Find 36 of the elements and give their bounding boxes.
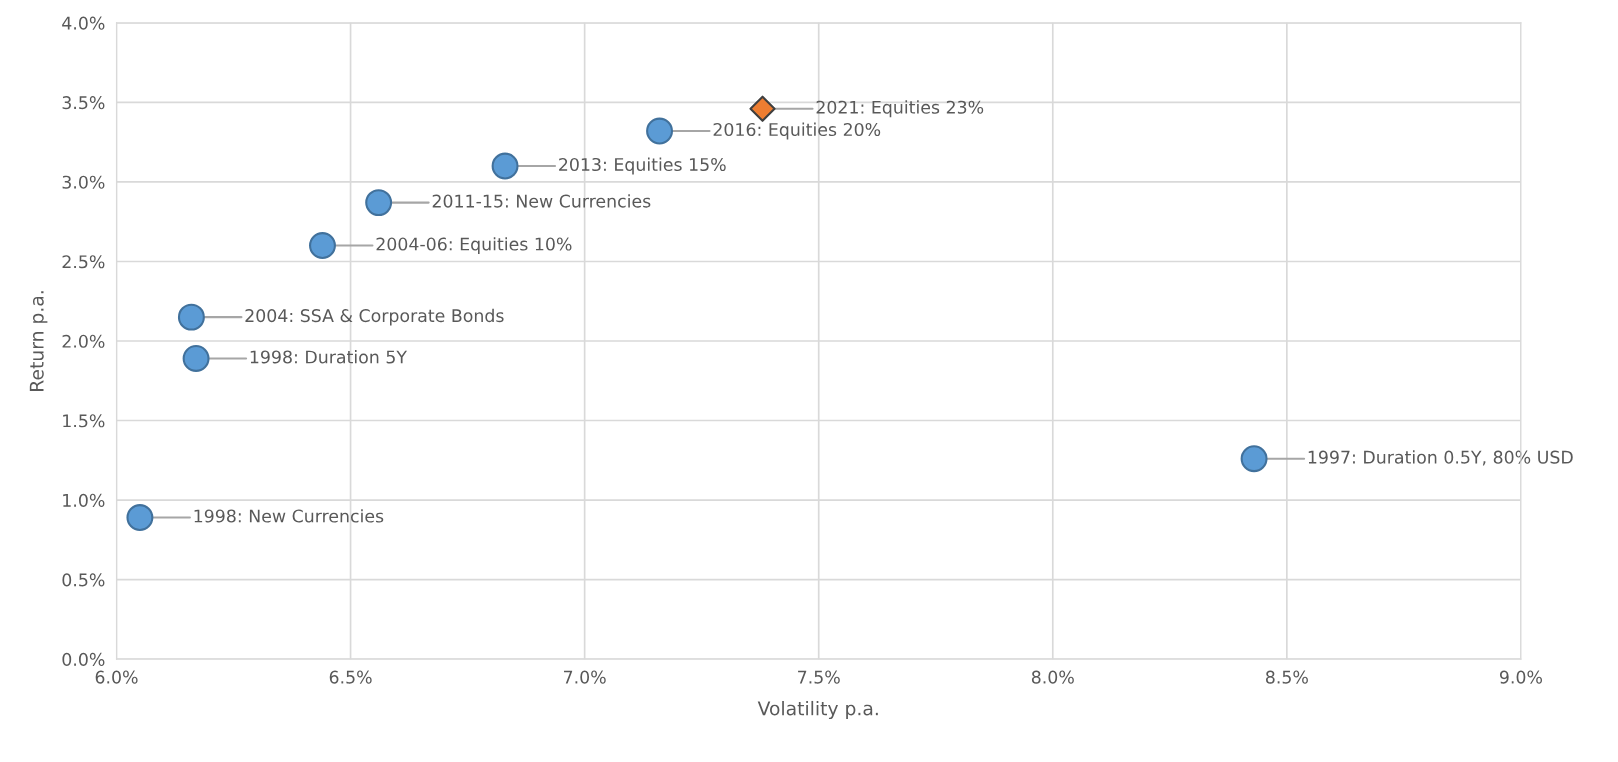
y-tick-label: 4.0% (62, 16, 105, 30)
point (365, 189, 393, 217)
point (646, 117, 673, 145)
x-tick-label: 8.0% (1031, 670, 1074, 684)
annotation: 1998: Duration 5Y (250, 350, 408, 364)
y-tick-label: 2.5% (62, 255, 105, 269)
point (491, 152, 519, 180)
annotation: 2013: Equities 15% (559, 157, 726, 175)
point (749, 95, 776, 122)
x-tick-label: 7.5% (798, 670, 840, 684)
annotation: 2016: Equities 20% (713, 122, 881, 140)
point (309, 232, 336, 260)
x-tick-label: 7.0% (564, 670, 606, 684)
x-tick-label: 6.0% (95, 670, 138, 684)
y-tick-label: 3.5% (62, 96, 105, 110)
point (1240, 445, 1268, 473)
y-tick-label: 1.5% (63, 414, 105, 428)
y-tick-label: 1.0% (63, 493, 105, 507)
x-tick-label: 8.5% (1265, 670, 1308, 684)
annotation: 2004-06: Equities 10% (376, 237, 572, 254)
annotation: 2011-15: New Currencies (432, 194, 651, 208)
x-tick-label: 6.5% (329, 670, 372, 684)
point (182, 345, 210, 372)
x-tick-label: 9.0% (1499, 670, 1543, 684)
y-tick-label: 0.5% (62, 573, 105, 587)
x-axis-title: Volatility p.a. (757, 700, 878, 720)
annotation: 2004: SSA & Corporate Bonds (245, 308, 504, 326)
point (177, 303, 205, 331)
annotation: 1997: Duration 0.5Y, 80% USD (1308, 450, 1573, 466)
y-tick-label: 3.0% (62, 175, 105, 189)
y-axis-title: Return p.a. (29, 291, 48, 391)
y-tick-label: 0.0% (62, 652, 105, 666)
y-tick-label: 2.0% (62, 334, 105, 348)
point (126, 504, 154, 532)
annotation: 1998: New Currencies (194, 509, 384, 523)
annotation: 2021: Equities 23% (816, 100, 984, 118)
